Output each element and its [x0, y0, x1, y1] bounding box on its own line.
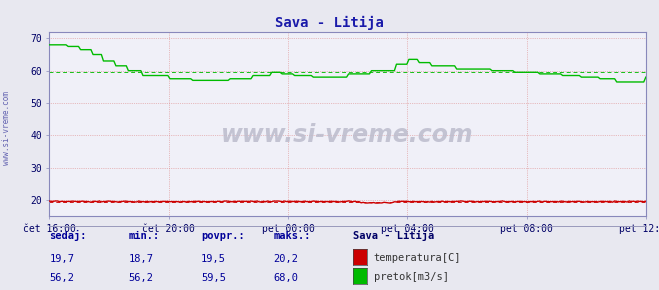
Text: Sava - Litija: Sava - Litija: [275, 16, 384, 30]
Text: temperatura[C]: temperatura[C]: [374, 253, 461, 263]
Text: 19,5: 19,5: [201, 254, 226, 264]
Text: povpr.:: povpr.:: [201, 231, 244, 241]
Text: 56,2: 56,2: [129, 273, 154, 283]
Text: Sava - Litija: Sava - Litija: [353, 230, 434, 241]
Text: www.si-vreme.com: www.si-vreme.com: [221, 123, 474, 147]
Text: 68,0: 68,0: [273, 273, 299, 283]
Text: pretok[m3/s]: pretok[m3/s]: [374, 272, 449, 282]
Text: 18,7: 18,7: [129, 254, 154, 264]
Text: 56,2: 56,2: [49, 273, 74, 283]
Text: www.si-vreme.com: www.si-vreme.com: [2, 90, 11, 165]
Text: 20,2: 20,2: [273, 254, 299, 264]
Text: min.:: min.:: [129, 231, 159, 241]
Text: sedaj:: sedaj:: [49, 230, 87, 241]
Text: 19,7: 19,7: [49, 254, 74, 264]
Text: maks.:: maks.:: [273, 231, 311, 241]
Text: 59,5: 59,5: [201, 273, 226, 283]
